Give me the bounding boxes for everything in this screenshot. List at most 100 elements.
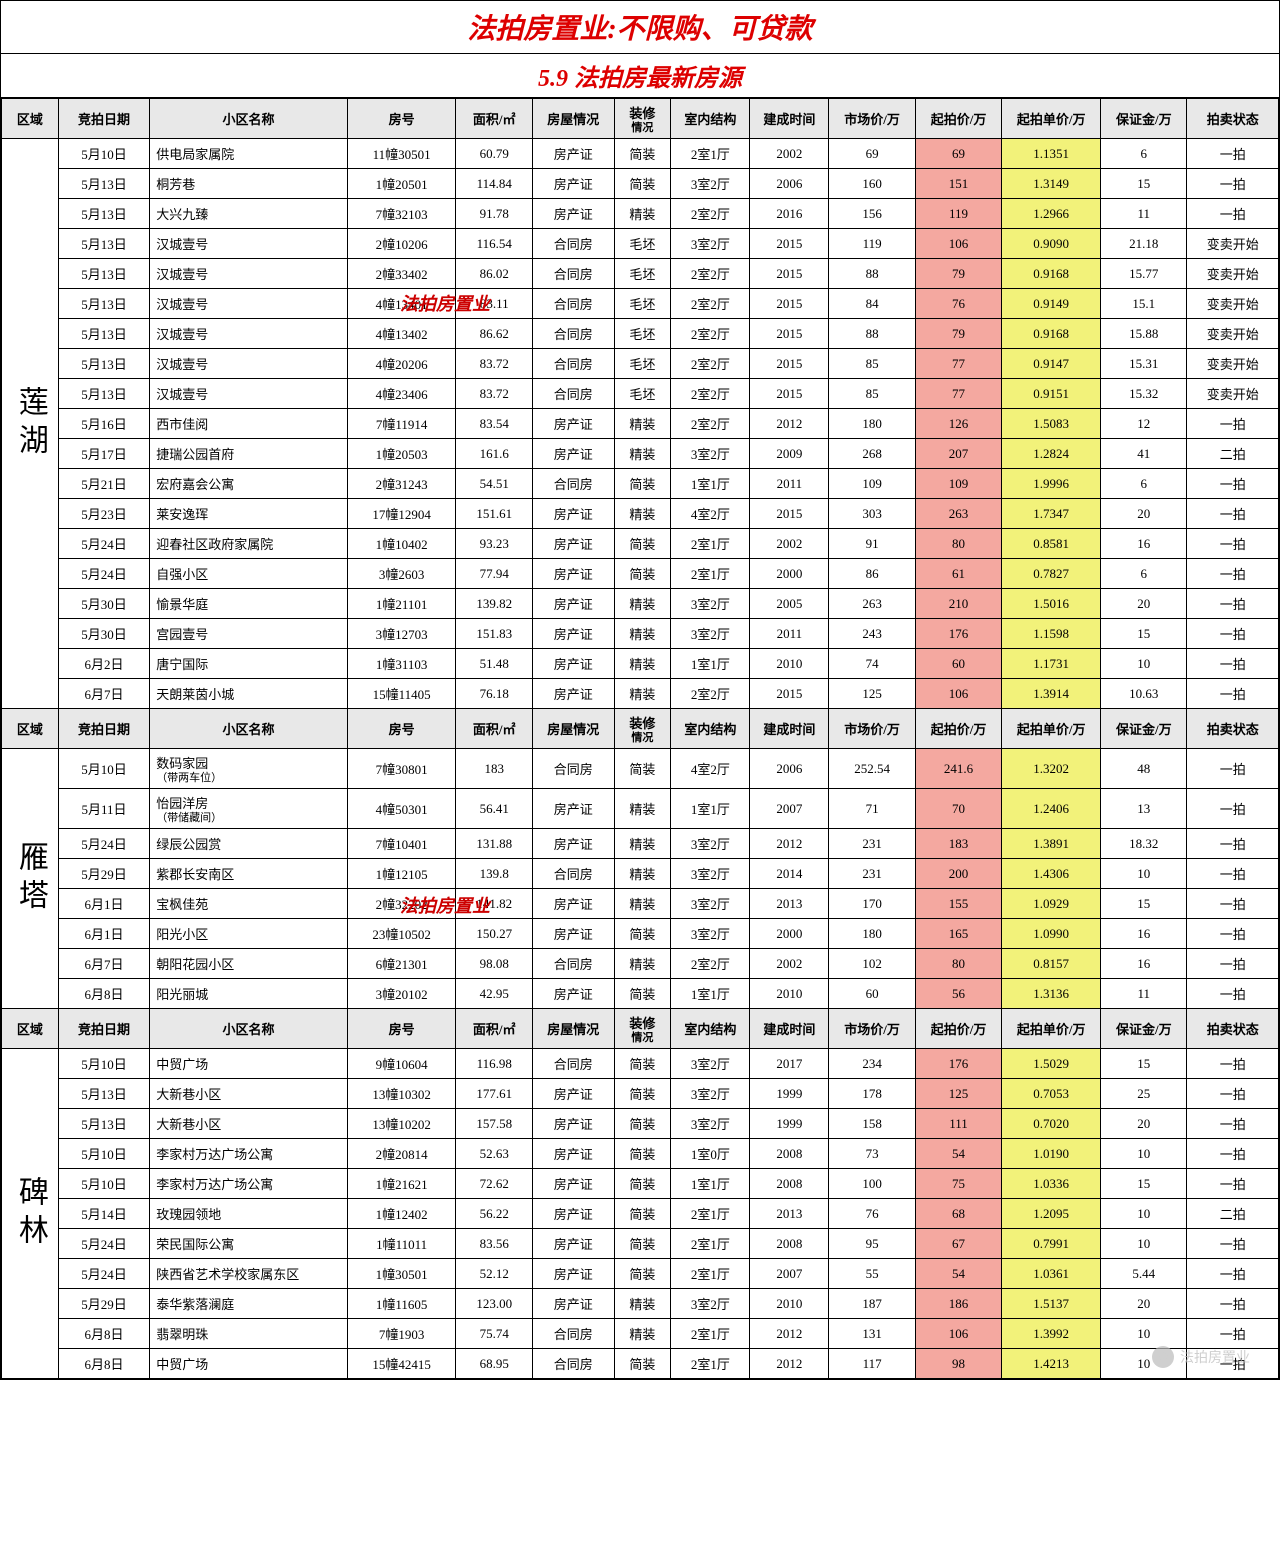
column-header: 房屋情况 — [533, 99, 615, 139]
data-cell: 5月13日 — [58, 1109, 149, 1139]
data-cell: 1幢11011 — [347, 1229, 456, 1259]
data-cell: 变卖开始 — [1187, 289, 1279, 319]
data-cell: 243 — [829, 619, 915, 649]
data-cell: 183 — [456, 749, 533, 789]
data-cell: 房产证 — [533, 169, 615, 199]
data-cell: 2幢33402 — [347, 259, 456, 289]
data-cell: 阳光小区 — [150, 919, 348, 949]
column-header: 起拍价/万 — [915, 99, 1001, 139]
data-cell: 3室2厅 — [671, 169, 750, 199]
data-cell: 汉城壹号 — [150, 289, 348, 319]
data-cell: 一拍 — [1187, 619, 1279, 649]
data-cell: 10.63 — [1101, 679, 1187, 709]
table-row: 5月10日李家村万达广场公寓1幢2162172.62房产证简装1室1厅20081… — [2, 1169, 1279, 1199]
data-cell: 翡翠明珠 — [150, 1319, 348, 1349]
column-header: 面积/㎡ — [456, 99, 533, 139]
data-cell: 2室2厅 — [671, 259, 750, 289]
data-cell: 精装 — [614, 589, 671, 619]
region-cell: 碑林 — [2, 1049, 59, 1379]
data-cell: 13幢10202 — [347, 1109, 456, 1139]
data-cell: 74 — [829, 649, 915, 679]
data-cell: 263 — [829, 589, 915, 619]
data-cell: 0.9168 — [1002, 319, 1101, 349]
data-cell: 183 — [915, 829, 1001, 859]
data-cell: 15 — [1101, 619, 1187, 649]
data-cell: 房产证 — [533, 1109, 615, 1139]
data-cell: 2002 — [750, 139, 829, 169]
data-cell: 41 — [1101, 439, 1187, 469]
data-cell: 2室2厅 — [671, 409, 750, 439]
data-cell: 1.3992 — [1002, 1319, 1101, 1349]
data-cell: 变卖开始 — [1187, 349, 1279, 379]
data-cell: 房产证 — [533, 1289, 615, 1319]
data-cell: 109 — [915, 469, 1001, 499]
data-cell: 3幢20102 — [347, 979, 456, 1009]
column-header: 房号 — [347, 709, 456, 749]
data-cell: 合同房 — [533, 859, 615, 889]
data-cell: 2011 — [750, 619, 829, 649]
data-cell: 48 — [1101, 749, 1187, 789]
data-cell: 10 — [1101, 1199, 1187, 1229]
column-header: 区域 — [2, 709, 59, 749]
column-header: 室内结构 — [671, 1009, 750, 1049]
region-cell: 雁塔 — [2, 749, 59, 1009]
sub-title: 5.9 法拍房最新房源 — [1, 54, 1279, 98]
main-title: 法拍房置业:不限购、可贷款 — [1, 1, 1279, 54]
data-cell: 合同房 — [533, 289, 615, 319]
data-cell: 15.77 — [1101, 259, 1187, 289]
data-cell: 2室1厅 — [671, 559, 750, 589]
table-row: 5月13日汉城壹号4幢1340183.11合同房毛坯2室2厅201584760.… — [2, 289, 1279, 319]
data-cell: 一拍 — [1187, 859, 1279, 889]
column-header: 室内结构 — [671, 99, 750, 139]
data-cell: 71 — [829, 789, 915, 829]
data-cell: 房产证 — [533, 889, 615, 919]
data-cell: 2室1厅 — [671, 1259, 750, 1289]
data-cell: 简装 — [614, 1079, 671, 1109]
data-cell: 7幢1903 — [347, 1319, 456, 1349]
data-cell: 1幢11605 — [347, 1289, 456, 1319]
data-cell: 1.4306 — [1002, 859, 1101, 889]
data-cell: 106 — [915, 679, 1001, 709]
data-cell: 合同房 — [533, 749, 615, 789]
data-cell: 139.8 — [456, 859, 533, 889]
data-cell: 合同房 — [533, 1049, 615, 1079]
data-cell: 72.62 — [456, 1169, 533, 1199]
data-cell: 精装 — [614, 199, 671, 229]
data-cell: 1幢20501 — [347, 169, 456, 199]
data-cell: 131.88 — [456, 829, 533, 859]
data-cell: 2012 — [750, 829, 829, 859]
data-cell: 1.0190 — [1002, 1139, 1101, 1169]
data-cell: 房产证 — [533, 979, 615, 1009]
data-cell: 60 — [829, 979, 915, 1009]
data-cell: 51.48 — [456, 649, 533, 679]
column-header: 起拍单价/万 — [1002, 1009, 1101, 1049]
table-row: 5月30日宫园壹号3幢12703151.83房产证精装3室2厅201124317… — [2, 619, 1279, 649]
data-cell: 一拍 — [1187, 649, 1279, 679]
data-cell: 5月10日 — [58, 1169, 149, 1199]
data-cell: 唐宁国际 — [150, 649, 348, 679]
data-cell: 精装 — [614, 619, 671, 649]
table-row: 5月11日怡园洋房（带储藏间）4幢5030156.41房产证精装1室1厅2007… — [2, 789, 1279, 829]
data-cell: 5月13日 — [58, 229, 149, 259]
table-row: 5月16日西市佳阅7幢1191483.54房产证精装2室2厅2012180126… — [2, 409, 1279, 439]
data-cell: 大兴九臻 — [150, 199, 348, 229]
data-cell: 5月10日 — [58, 749, 149, 789]
data-cell: 1.7347 — [1002, 499, 1101, 529]
data-cell: 房产证 — [533, 439, 615, 469]
column-header: 竞拍日期 — [58, 99, 149, 139]
data-cell: 10 — [1101, 1349, 1187, 1379]
data-cell: 1.1731 — [1002, 649, 1101, 679]
data-cell: 5月24日 — [58, 1259, 149, 1289]
data-cell: 5月30日 — [58, 619, 149, 649]
data-cell: 234 — [829, 1049, 915, 1079]
table-row: 5月13日汉城壹号4幢2340683.72合同房毛坯2室2厅201585770.… — [2, 379, 1279, 409]
data-cell: 2幢31243 — [347, 469, 456, 499]
data-cell: 13 — [1101, 789, 1187, 829]
table-row: 6月7日天朗莱茵小城15幢1140576.18房产证精装2室2厅20151251… — [2, 679, 1279, 709]
data-cell: 5月13日 — [58, 319, 149, 349]
data-cell: 简装 — [614, 1349, 671, 1379]
data-cell: 4幢13401 — [347, 289, 456, 319]
data-cell: 2015 — [750, 229, 829, 259]
data-cell: 131 — [829, 1319, 915, 1349]
data-cell: 愉景华庭 — [150, 589, 348, 619]
